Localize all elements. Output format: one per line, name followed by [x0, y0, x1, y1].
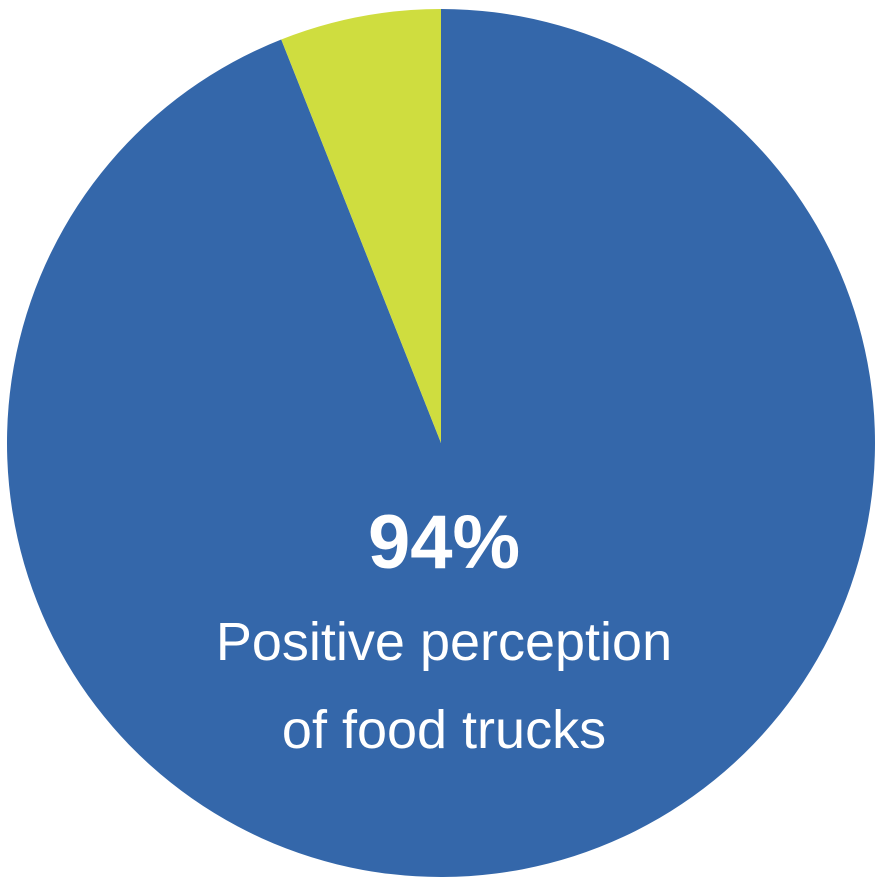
pie-slice-other	[281, 8, 441, 443]
pie-slices	[6, 8, 875, 877]
pie-annotation-value: 94%	[368, 500, 520, 585]
pie-annotation-line1: Positive perception	[216, 612, 672, 672]
pie-slice-positive	[6, 9, 875, 877]
pie-annotation-line2: of food trucks	[282, 700, 606, 760]
